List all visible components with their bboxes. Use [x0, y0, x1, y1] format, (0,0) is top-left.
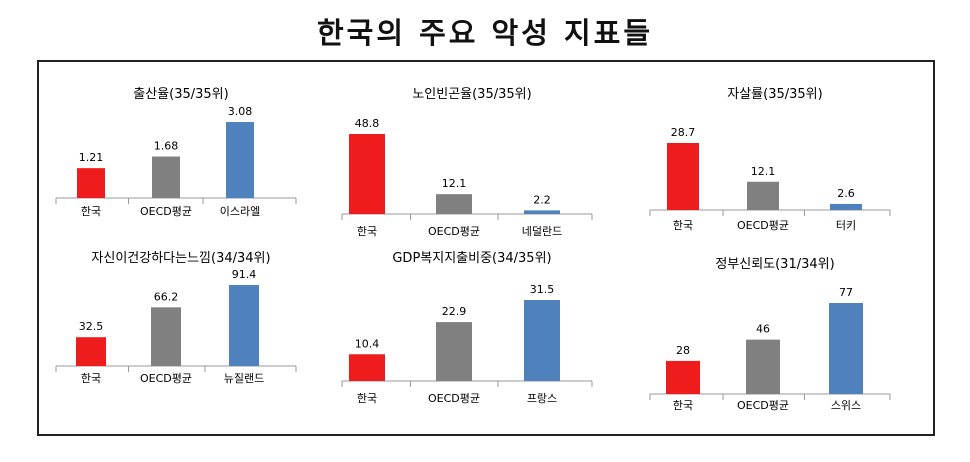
bar-best	[829, 303, 863, 394]
value-label-korea: 48.8	[355, 117, 380, 130]
chart-title: 정부신뢰도(31/34위)	[715, 257, 834, 272]
value-label-best: 3.08	[228, 105, 253, 118]
value-label-best: 31.5	[530, 283, 555, 296]
value-label-oecd: 66.2	[154, 290, 179, 303]
chart-svg: 노인빈곤율(35/35위) 48.8 한국 12.1 OECD평균 2.2 네덜란드	[341, 87, 593, 238]
category-label-korea: 한국	[357, 225, 377, 238]
category-label-oecd: OECD평균	[428, 225, 480, 238]
chart-suicide-rate: 자살률(35/35위) 28.7 한국 12.1 OECD평균 2.6 터키	[649, 84, 900, 239]
category-label-oecd: OECD평균	[737, 399, 789, 412]
value-label-oecd: 12.1	[442, 177, 467, 190]
value-label-oecd: 22.9	[442, 305, 467, 318]
chart-gdp-welfare-spending: GDP복지지출비중(34/35위) 10.4 한국 22.9 OECD평균 31.5 프랑스	[341, 248, 602, 413]
value-label-oecd: 1.68	[154, 140, 179, 153]
bar-best	[524, 300, 560, 381]
bar-best	[830, 203, 862, 210]
value-label-korea: 10.4	[355, 337, 380, 350]
chart-title: GDP복지지출비중(34/35위)	[392, 251, 551, 266]
chart-title: 자살률(35/35위)	[727, 87, 822, 102]
bar-korea	[76, 337, 106, 366]
value-label-oecd: 12.1	[751, 165, 776, 178]
bar-oecd	[436, 194, 472, 214]
chart-svg: 자신이건강하다는느낌(34/34위) 32.5 한국 66.2 OECD평균 91.4 뉴질…	[55, 251, 297, 385]
bar-best	[226, 122, 254, 198]
category-label-best: 네덜란드	[522, 225, 562, 238]
category-label-best: 스위스	[831, 399, 861, 412]
bar-oecd	[152, 156, 180, 198]
bar-best	[524, 210, 560, 214]
page-title: 한국의 주요 악성 지표들	[316, 16, 654, 50]
category-label-korea: 한국	[673, 219, 693, 232]
value-label-korea: 28.7	[671, 126, 696, 139]
value-label-best: 77	[839, 286, 853, 299]
chart-birth-rate: 출산율(35/35위) 1.21 한국 1.68 OECD평균 3.08 이스라엘	[55, 84, 306, 224]
bar-oecd	[151, 307, 181, 366]
chart-self-rated-health: 자신이건강하다는느낌(34/34위) 32.5 한국 66.2 OECD평균 91.4 뉴질…	[55, 248, 306, 393]
bar-korea	[77, 168, 105, 198]
charts-frame	[37, 60, 935, 436]
category-label-korea: 한국	[357, 392, 377, 405]
category-label-oecd: OECD평균	[737, 219, 789, 232]
chart-elderly-poverty: 노인빈곤율(35/35위) 48.8 한국 12.1 OECD평균 2.2 네덜란드	[341, 84, 602, 244]
chart-government-trust: 정부신뢰도(31/34위) 28 한국 46 OECD평균 77 스위스	[649, 248, 900, 418]
category-label-oecd: OECD평균	[140, 205, 192, 218]
value-label-best: 91.4	[232, 268, 257, 281]
value-label-korea: 32.5	[79, 320, 104, 333]
chart-title: 자신이건강하다는느낌(34/34위)	[91, 251, 270, 266]
bar-korea	[349, 134, 385, 214]
chart-svg: 출산율(35/35위) 1.21 한국 1.68 OECD평균 3.08 이스라엘	[55, 87, 297, 218]
bar-best	[229, 285, 259, 366]
value-label-oecd: 46	[756, 323, 770, 336]
category-label-oecd: OECD평균	[140, 372, 192, 385]
value-label-korea: 28	[676, 344, 690, 357]
category-label-korea: 한국	[673, 399, 693, 412]
category-label-korea: 한국	[81, 372, 101, 385]
category-label-korea: 한국	[81, 205, 101, 218]
chart-svg: GDP복지지출비중(34/35위) 10.4 한국 22.9 OECD평균 31.5 프랑스	[341, 251, 593, 405]
category-label-best: 터키	[836, 219, 856, 232]
value-label-korea: 1.21	[79, 151, 104, 164]
chart-svg: 정부신뢰도(31/34위) 28 한국 46 OECD평균 77 스위스	[649, 257, 891, 412]
bar-korea	[667, 143, 699, 210]
bar-korea	[349, 354, 385, 381]
category-label-oecd: OECD평균	[428, 392, 480, 405]
chart-title: 노인빈곤율(35/35위)	[412, 87, 531, 102]
value-label-best: 2.6	[837, 187, 855, 200]
chart-title: 출산율(35/35위)	[133, 87, 228, 102]
category-label-best: 프랑스	[527, 392, 557, 405]
category-label-best: 이스라엘	[220, 205, 260, 218]
bar-oecd	[747, 181, 779, 210]
bar-oecd	[436, 322, 472, 381]
bar-korea	[666, 360, 700, 394]
value-label-best: 2.2	[533, 193, 551, 206]
chart-svg: 자살률(35/35위) 28.7 한국 12.1 OECD평균 2.6 터키	[649, 87, 891, 232]
bar-oecd	[746, 339, 780, 394]
category-label-best: 뉴질랜드	[224, 372, 264, 385]
